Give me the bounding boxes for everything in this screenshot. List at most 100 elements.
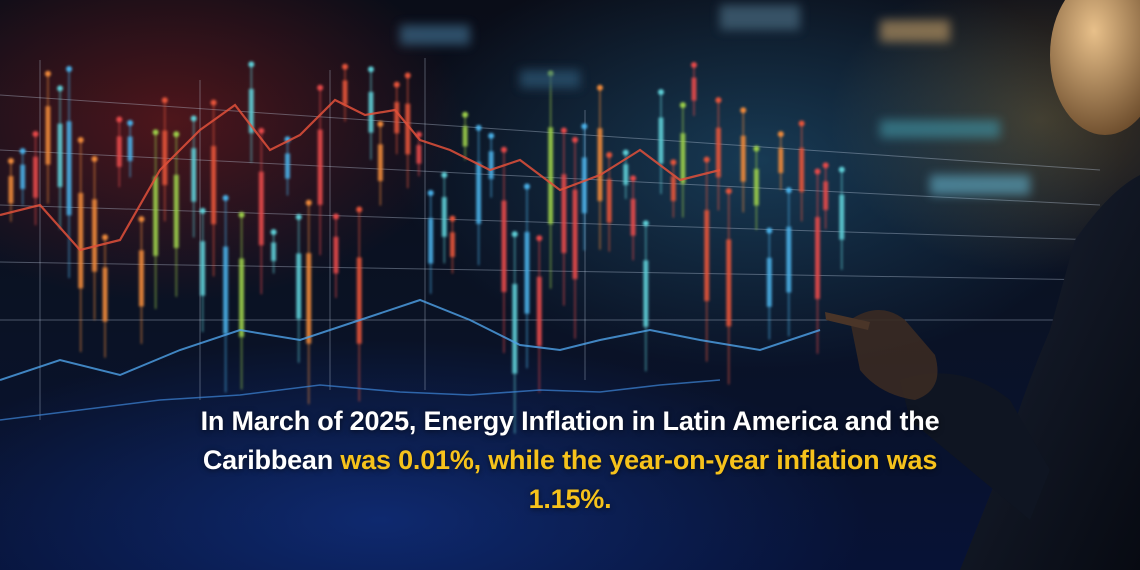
- candle-body: [441, 197, 447, 237]
- candle-body: [317, 129, 323, 205]
- candle-body: [815, 217, 821, 300]
- blue-trend-line-lower: [0, 379, 721, 421]
- person-pointing-silhouette: [825, 0, 1140, 570]
- candle-body: [285, 153, 291, 179]
- candle-body: [33, 156, 39, 198]
- candle-dot: [449, 215, 456, 222]
- candle-body: [658, 117, 664, 164]
- candle-body: [799, 147, 805, 192]
- headline-caption: In March of 2025, Energy Inflation in La…: [200, 402, 940, 519]
- candle-body: [623, 164, 629, 186]
- candle-dot: [572, 136, 579, 143]
- candle-dot: [462, 111, 469, 118]
- candle-dot: [305, 199, 312, 206]
- candle-dot: [32, 130, 39, 137]
- candle-dot: [19, 148, 26, 155]
- candle-dot: [91, 156, 98, 163]
- candle-body: [306, 253, 312, 344]
- candle-body: [8, 176, 14, 204]
- candle-dot: [57, 85, 64, 92]
- candle-body: [715, 127, 721, 178]
- candle-body: [191, 148, 197, 202]
- candle-dot: [161, 97, 168, 104]
- candle-body: [766, 257, 772, 307]
- candle-body: [20, 164, 26, 190]
- candle-dot: [690, 61, 697, 68]
- candle-dot: [404, 72, 411, 79]
- candle-body: [258, 171, 264, 246]
- candle-body: [405, 103, 411, 155]
- candle-body: [778, 148, 784, 174]
- candle-dot: [511, 231, 518, 238]
- candle-body: [127, 136, 133, 162]
- candle-dot: [488, 132, 495, 139]
- candle-dot: [703, 156, 710, 163]
- candle-dot: [393, 81, 400, 88]
- candle-body: [356, 257, 362, 344]
- candle-body: [548, 127, 554, 225]
- candle-dot: [822, 162, 829, 169]
- candle-dot: [441, 172, 448, 179]
- candle-dot: [332, 213, 339, 220]
- candle-dot: [777, 131, 784, 138]
- candle-dot: [838, 166, 845, 173]
- bokeh-lights: [400, 5, 1030, 195]
- candle-dot: [222, 194, 229, 201]
- candlestick-bars: [7, 61, 845, 434]
- candle-body: [271, 242, 277, 262]
- candle-body: [138, 250, 144, 307]
- blue-trend-line: [0, 298, 821, 381]
- candle-body: [248, 88, 254, 134]
- candle-body: [116, 136, 122, 167]
- candle-body: [476, 162, 482, 224]
- candle-body: [753, 168, 759, 206]
- candle-body: [211, 146, 217, 225]
- candle-dot: [7, 157, 14, 164]
- red-trend-line: [0, 98, 721, 252]
- candle-dot: [317, 84, 324, 91]
- candle-dot: [679, 102, 686, 109]
- candle-body: [704, 210, 710, 302]
- candle-body: [488, 151, 494, 180]
- candle-body: [606, 179, 612, 223]
- candle-dot: [725, 188, 732, 195]
- candle-body: [428, 218, 434, 264]
- candle-body: [66, 121, 72, 216]
- candle-dot: [581, 123, 588, 130]
- caption-highlight: was 0.01%, while the year-on-year inflat…: [340, 445, 938, 514]
- candle-body: [572, 189, 578, 280]
- candle-body: [740, 135, 746, 182]
- candle-dot: [248, 61, 255, 68]
- candle-body: [643, 260, 649, 327]
- candle-body: [223, 246, 229, 335]
- candle-body: [153, 176, 159, 256]
- candle-body: [333, 236, 339, 274]
- candle-body: [377, 144, 383, 182]
- candle-body: [173, 174, 179, 249]
- candle-dot: [342, 63, 349, 70]
- candle-dot: [270, 229, 277, 236]
- candle-body: [102, 267, 108, 322]
- candle-dot: [560, 127, 567, 134]
- candle-dot: [766, 227, 773, 234]
- candle-body: [78, 192, 84, 289]
- candle-dot: [630, 175, 637, 182]
- candle-dot: [523, 183, 530, 190]
- candle-dot: [377, 121, 384, 128]
- caption-text: In March of 2025, Energy Inflation in La…: [200, 406, 940, 475]
- candle-dot: [77, 136, 84, 143]
- candle-dot: [596, 84, 603, 91]
- candle-dot: [798, 120, 805, 127]
- candle-dot: [116, 116, 123, 123]
- candle-body: [839, 194, 845, 240]
- candle-dot: [190, 115, 197, 122]
- candle-dot: [536, 235, 543, 242]
- candle-body: [342, 80, 348, 106]
- candle-dot: [606, 151, 613, 158]
- candle-dot: [173, 131, 180, 138]
- candle-dot: [210, 99, 217, 106]
- candle-body: [462, 126, 468, 147]
- candle-dot: [258, 127, 265, 134]
- candle-dot: [138, 216, 145, 223]
- candle-body: [416, 145, 422, 164]
